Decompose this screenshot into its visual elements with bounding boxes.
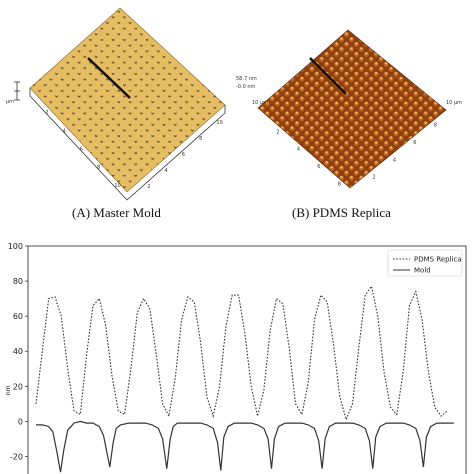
tick-label-b: 2: [372, 175, 375, 181]
series-layer: [35, 284, 454, 473]
z-unit-a: µm: [6, 99, 14, 105]
afm-images: µm 2 4 6 8 10 2 4 6 8 10 58.7 nm -0.0 nm 10 µm 10…: [6, 7, 462, 201]
tick-label-b: 4: [297, 147, 300, 153]
y-tick-label: 60: [13, 312, 23, 321]
caption-master-mold: (A) Master Mold: [72, 205, 161, 220]
tick-label-a: 4: [165, 168, 168, 174]
profile-line-b: [309, 57, 347, 95]
tick-label-b: 8: [338, 181, 341, 187]
tick-label-a: 4: [63, 128, 66, 134]
plot-frame: [27, 245, 467, 474]
tick-label-a: 2: [147, 184, 150, 190]
series-mold-line: [36, 420, 454, 473]
axis-label-b-right: 10 µm: [446, 100, 462, 106]
master-mold-image: µm 2 4 6 8 10 2 4 6 8 10: [6, 7, 226, 201]
profile-chart: -20 0 20 40 60 80 100 nm PDMS Replica Mold: [5, 242, 467, 474]
y-tick-label: 20: [13, 382, 23, 391]
y-tick-label: 80: [13, 277, 23, 286]
series-pdms-replica-line: [35, 284, 448, 422]
tick-label-b: 6: [413, 140, 416, 146]
y-axis: -20 0 20 40 60 80 100: [8, 242, 28, 461]
pdms-replica-image: 58.7 nm -0.0 nm 10 µm 10 µm 2 4 6 8 2 4 6 8: [236, 29, 462, 189]
legend: PDMS Replica Mold: [387, 249, 463, 277]
y-tick-label: -20: [10, 452, 23, 461]
tick-label-b: 4: [393, 157, 396, 163]
tick-labels-b: 2 4 6 8 2 4 6 8: [276, 123, 437, 188]
tick-label-b: 2: [276, 129, 279, 135]
tick-label-a: 8: [97, 165, 100, 171]
y-tick-label: 100: [8, 242, 23, 251]
tick-label-b: 6: [317, 164, 320, 170]
tick-label-a: 6: [182, 152, 185, 158]
tick-label-a: 8: [199, 136, 202, 142]
y-tick-label: 0: [18, 417, 23, 426]
tick-label-b: 8: [434, 123, 437, 129]
tick-label-a: 10: [114, 183, 120, 189]
tick-labels-a: 2 4 6 8 10 2 4 6 8 10: [45, 110, 222, 190]
legend-entry: Mold: [414, 267, 431, 275]
tick-label-a: 2: [45, 110, 48, 116]
z-min-label: -0.0 nm: [236, 84, 256, 90]
caption-pdms-replica: (B) PDMS Replica: [292, 205, 391, 220]
profile-line-a: [87, 57, 131, 99]
tick-label-a: 6: [80, 147, 83, 153]
legend-entry: PDMS Replica: [414, 256, 462, 264]
y-tick-label: 40: [13, 347, 23, 356]
tick-label-a: 10: [216, 120, 222, 126]
z-max-label: 58.7 nm: [236, 76, 257, 82]
y-axis-label: nm: [5, 385, 12, 395]
axis-label-b-left: 10 µm: [252, 100, 268, 106]
